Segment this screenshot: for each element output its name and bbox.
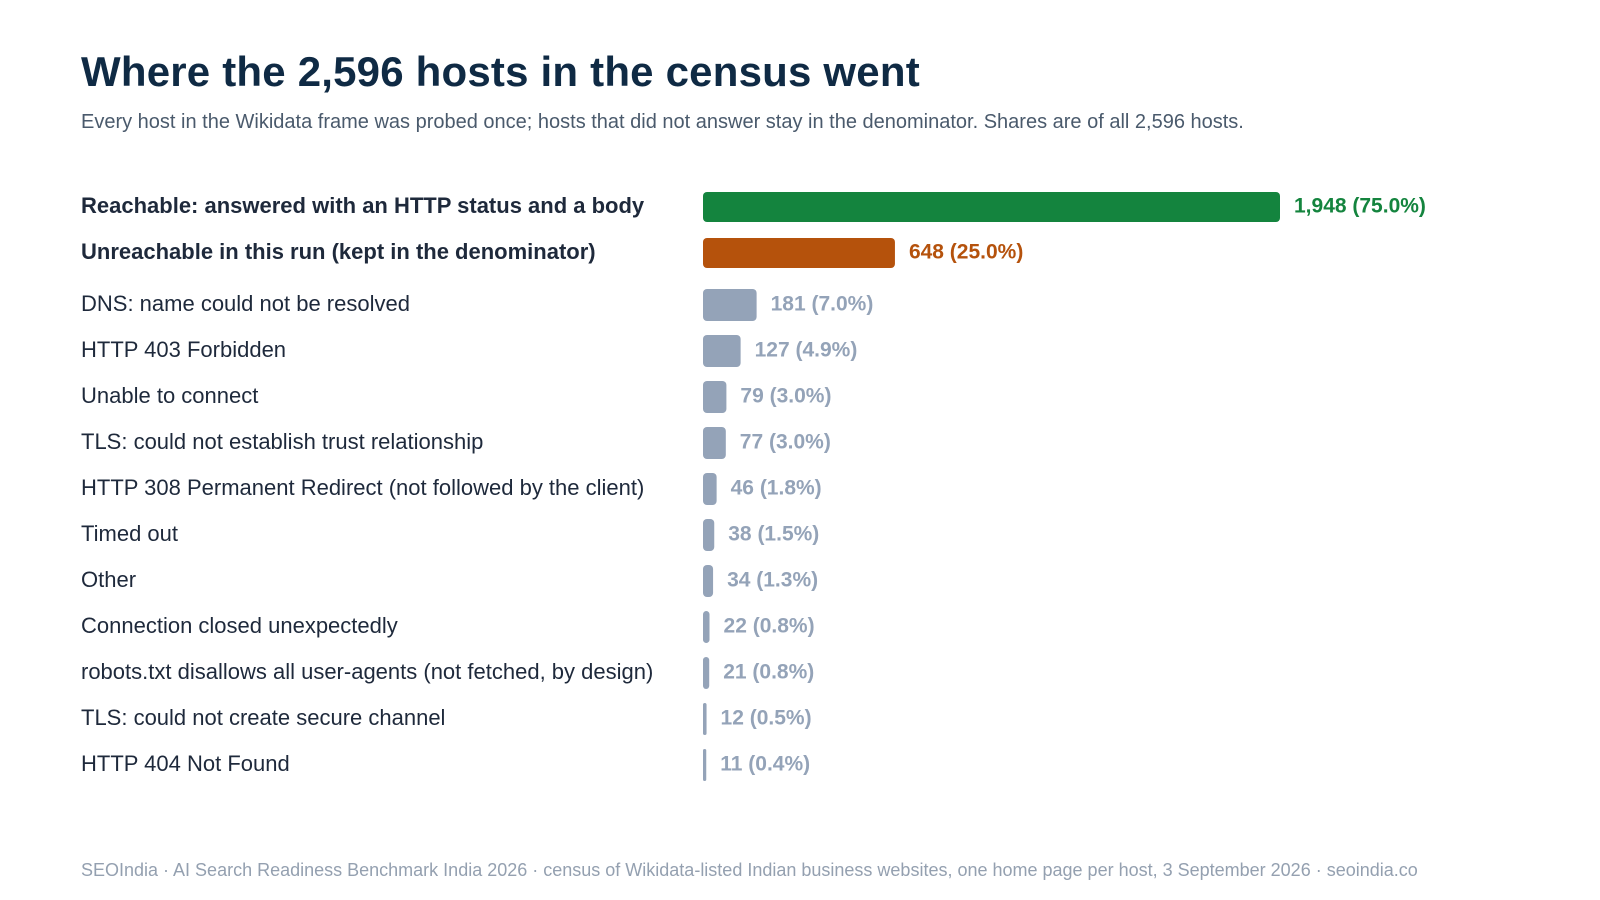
value-label-http-404-not-found: 11 (0.4%) bbox=[720, 753, 810, 776]
bar-tls-could-not-establish-trust-relationship bbox=[703, 427, 726, 459]
bar-unable-to-connect bbox=[703, 381, 727, 413]
value-label-timed-out: 38 (1.5%) bbox=[728, 523, 819, 546]
bar-tls-could-not-create-secure-channel bbox=[703, 703, 707, 735]
bar-http-404-not-found bbox=[703, 749, 707, 781]
category-label-tls-could-not-create-secure-channel: TLS: could not create secure channel bbox=[81, 705, 445, 730]
value-label-connection-closed-unexpectedly: 22 (0.8%) bbox=[724, 615, 815, 638]
category-label-unreachable-in-this-run-kept-in-the-denominator: Unreachable in this run (kept in the den… bbox=[81, 239, 596, 264]
chart-subtitle: Every host in the Wikidata frame was pro… bbox=[81, 111, 1244, 133]
bar-connection-closed-unexpectedly bbox=[703, 611, 710, 643]
category-label-http-308-permanent-redirect-not-followed-by-the-: HTTP 308 Permanent Redirect (not followe… bbox=[81, 475, 644, 500]
bar-http-308-permanent-redirect-not-followed-by-the- bbox=[703, 473, 717, 505]
value-label-other: 34 (1.3%) bbox=[727, 569, 818, 592]
source-footer: SEOIndia · AI Search Readiness Benchmark… bbox=[81, 860, 1418, 880]
bar-robots-txt-disallows-all-user-agents-not-fetched bbox=[703, 657, 710, 689]
value-label-http-403-forbidden: 127 (4.9%) bbox=[755, 339, 858, 362]
value-label-unreachable-in-this-run-kept-in-the-denominator: 648 (25.0%) bbox=[909, 241, 1023, 264]
category-label-robots-txt-disallows-all-user-agents-not-fetched: robots.txt disallows all user-agents (no… bbox=[81, 659, 653, 684]
category-label-reachable-answered-with-an-http-status-and-a-bod: Reachable: answered with an HTTP status … bbox=[81, 193, 645, 218]
chart-title: Where the 2,596 hosts in the census went bbox=[81, 48, 920, 95]
category-label-http-404-not-found: HTTP 404 Not Found bbox=[81, 751, 290, 776]
value-label-tls-could-not-establish-trust-relationship: 77 (3.0%) bbox=[740, 431, 831, 454]
category-label-http-403-forbidden: HTTP 403 Forbidden bbox=[81, 337, 286, 362]
value-label-http-308-permanent-redirect-not-followed-by-the-: 46 (1.8%) bbox=[731, 477, 822, 500]
category-label-connection-closed-unexpectedly: Connection closed unexpectedly bbox=[81, 613, 398, 638]
bar-other bbox=[703, 565, 714, 597]
bar-dns-name-could-not-be-resolved bbox=[703, 289, 757, 321]
bar-reachable-answered-with-an-http-status-and-a-bod bbox=[703, 192, 1280, 222]
category-label-dns-name-could-not-be-resolved: DNS: name could not be resolved bbox=[81, 291, 410, 316]
bar-timed-out bbox=[703, 519, 715, 551]
value-label-reachable-answered-with-an-http-status-and-a-bod: 1,948 (75.0%) bbox=[1294, 195, 1426, 218]
value-label-robots-txt-disallows-all-user-agents-not-fetched: 21 (0.8%) bbox=[723, 661, 814, 684]
value-label-unable-to-connect: 79 (3.0%) bbox=[740, 385, 831, 408]
value-label-tls-could-not-create-secure-channel: 12 (0.5%) bbox=[721, 707, 812, 730]
value-label-dns-name-could-not-be-resolved: 181 (7.0%) bbox=[771, 293, 874, 316]
category-label-tls-could-not-establish-trust-relationship: TLS: could not establish trust relations… bbox=[81, 429, 483, 454]
category-label-other: Other bbox=[81, 567, 136, 592]
bar-http-403-forbidden bbox=[703, 335, 741, 367]
bar-unreachable-in-this-run-kept-in-the-denominator bbox=[703, 238, 895, 268]
category-label-unable-to-connect: Unable to connect bbox=[81, 383, 258, 408]
category-label-timed-out: Timed out bbox=[81, 521, 178, 546]
